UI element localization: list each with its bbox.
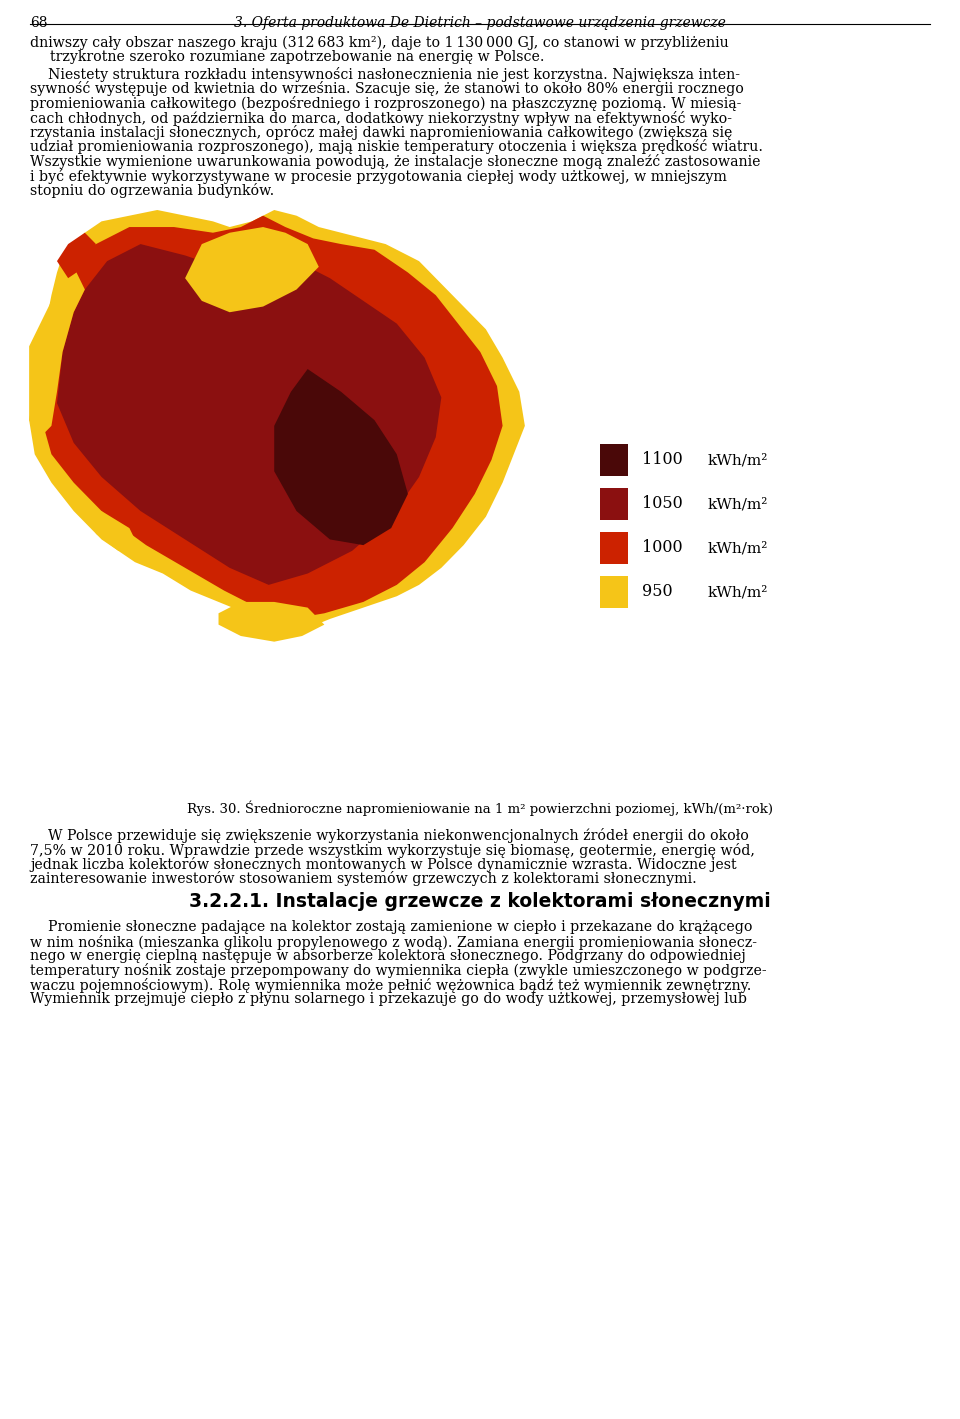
Text: Niestety struktura rozkładu intensywności nasłonecznienia nie jest korzystna. Na: Niestety struktura rozkładu intensywnośc…: [30, 67, 740, 82]
Polygon shape: [275, 369, 408, 545]
Polygon shape: [57, 244, 442, 585]
Text: i być efektywnie wykorzystywane w procesie przygotowania ciepłej wody użtkowej, : i być efektywnie wykorzystywane w proces…: [30, 169, 727, 183]
Text: 3. Oferta produktowa De Dietrich – podstawowe urządzenia grzewcze: 3. Oferta produktowa De Dietrich – podst…: [234, 16, 726, 30]
Text: 1050: 1050: [642, 495, 683, 512]
Bar: [600, 532, 628, 563]
Bar: [600, 444, 628, 475]
Text: kWh/m²: kWh/m²: [708, 453, 768, 467]
Text: kWh/m²: kWh/m²: [708, 497, 768, 511]
Polygon shape: [29, 210, 525, 630]
Bar: [600, 488, 628, 519]
Text: Promienie słoneczne padające na kolektor zostają zamienione w ciepło i przekazan: Promienie słoneczne padające na kolektor…: [30, 920, 753, 934]
Bar: [600, 576, 628, 607]
Text: Rys. 30. Średnioroczne napromieniowanie na 1 m² powierzchni poziomej, kWh/(m²·ro: Rys. 30. Średnioroczne napromieniowanie …: [187, 800, 773, 816]
Text: rzystania instalacji słonecznych, oprócz małej dawki napromieniowania całkowiteg: rzystania instalacji słonecznych, oprócz…: [30, 125, 732, 140]
Text: cach chłodnych, od października do marca, dodatkowy niekorzystny wpływ na efekty: cach chłodnych, od października do marca…: [30, 111, 732, 125]
Polygon shape: [219, 602, 324, 641]
Text: Wymiennik przejmuje ciepło z płynu solarnego i przekazuje go do wody użtkowej, p: Wymiennik przejmuje ciepło z płynu solar…: [30, 992, 747, 1006]
Text: nego w energię cieplną następuje w absorberze kolektora słonecznego. Podgrzany d: nego w energię cieplną następuje w absor…: [30, 949, 746, 964]
Polygon shape: [90, 511, 140, 551]
Text: udział promieniowania rozproszonego), mają niskie temperatury otoczenia i większ: udział promieniowania rozproszonego), ma…: [30, 139, 763, 155]
Text: W Polsce przewiduje się zwiększenie wykorzystania niekonwencjonalnych źródeł ene: W Polsce przewiduje się zwiększenie wyko…: [30, 829, 749, 843]
Text: Wszystkie wymienione uwarunkowania powodują, że instalacje słoneczne mogą znaleź: Wszystkie wymienione uwarunkowania powod…: [30, 155, 760, 169]
Text: stopniu do ogrzewania budynków.: stopniu do ogrzewania budynków.: [30, 183, 275, 199]
Polygon shape: [57, 233, 96, 278]
Text: w nim nośnika (mieszanka glikolu propylenowego z wodą). Zamiana energii promieni: w nim nośnika (mieszanka glikolu propyle…: [30, 935, 757, 949]
Text: zainteresowanie inwestorów stosowaniem systemów grzewczych z kolektorami słonecz: zainteresowanie inwestorów stosowaniem s…: [30, 871, 697, 887]
Text: kWh/m²: kWh/m²: [708, 585, 768, 599]
Polygon shape: [29, 267, 84, 437]
Text: dniwszy cały obszar naszego kraju (312 683 km²), daje to 1 130 000 GJ, co stanow: dniwszy cały obszar naszego kraju (312 6…: [30, 35, 729, 51]
Text: 68: 68: [30, 16, 47, 30]
Text: 950: 950: [642, 583, 673, 600]
Text: waczu pojemnościowym). Rolę wymiennika może pełnić wężownica bądź też wymiennik : waczu pojemnościowym). Rolę wymiennika m…: [30, 978, 752, 993]
Text: promieniowania całkowitego (bezpośredniego i rozproszonego) na płaszczyznę pozio: promieniowania całkowitego (bezpośrednie…: [30, 96, 741, 111]
Text: 1100: 1100: [642, 451, 683, 468]
Text: 3.2.2.1. Instalacje grzewcze z kolektorami słonecznymi: 3.2.2.1. Instalacje grzewcze z kolektora…: [189, 893, 771, 911]
Polygon shape: [40, 216, 503, 619]
Text: 1000: 1000: [642, 539, 683, 556]
Text: temperatury nośnik zostaje przepompowany do wymiennika ciepła (zwykle umieszczon: temperatury nośnik zostaje przepompowany…: [30, 964, 767, 979]
Polygon shape: [185, 227, 319, 312]
Text: sywność występuje od kwietnia do września. Szacuje się, że stanowi to około 80% : sywność występuje od kwietnia do wrześni…: [30, 81, 744, 96]
Text: kWh/m²: kWh/m²: [708, 541, 768, 555]
Text: trzykrotne szeroko rozumiane zapotrzebowanie na energię w Polsce.: trzykrotne szeroko rozumiane zapotrzebow…: [50, 51, 544, 64]
Text: 7,5% w 2010 roku. Wprawdzie przede wszystkim wykorzystuje się biomasę, geotermie: 7,5% w 2010 roku. Wprawdzie przede wszys…: [30, 843, 755, 857]
Text: jednak liczba kolektorów słonecznych montowanych w Polsce dynamicznie wzrasta. W: jednak liczba kolektorów słonecznych mon…: [30, 857, 736, 873]
